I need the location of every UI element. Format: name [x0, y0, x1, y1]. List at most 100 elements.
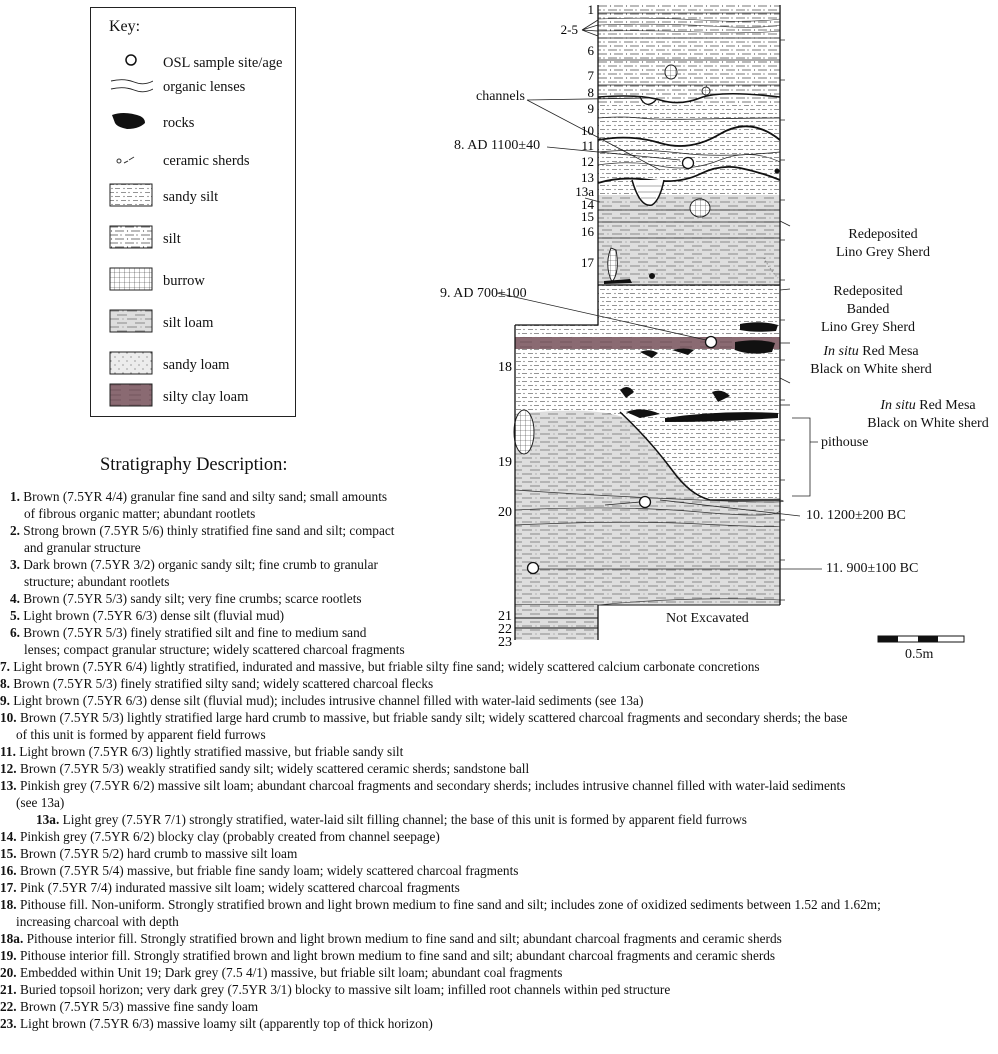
legend-item-rocks: rocks [91, 106, 297, 142]
stratigraphy-entry: 11. Light brown (7.5YR 6/3) lightly stra… [0, 743, 403, 760]
stratigraphy-entry: 23. Light brown (7.5YR 6/3) massive loam… [0, 1015, 433, 1032]
stratigraphy-entry: 21. Buried topsoil horizon; very dark gr… [0, 981, 670, 998]
entry-number: 13. [0, 778, 17, 793]
legend-item-osl: OSL sample site/age [91, 46, 297, 82]
entry-number: 17. [0, 880, 17, 895]
entry-text-continued: lenses; compact granular structure; wide… [24, 642, 405, 657]
osl-10-label: 10. 1200±200 BC [806, 508, 906, 523]
unit-label-9: 9 [588, 101, 595, 116]
unit-label-18: 18 [498, 360, 512, 375]
entry-number: 1. [10, 489, 20, 504]
legend-item-sandy-silt: sandy silt [91, 180, 297, 216]
stratigraphy-entry: 20. Embedded within Unit 19; Dark grey (… [0, 964, 562, 981]
unit-label-11: 11 [581, 138, 594, 153]
entry-number: 18a. [0, 931, 24, 946]
stratigraphy-entry: 2. Strong brown (7.5YR 5/6) thinly strat… [10, 522, 394, 556]
entry-text: Pithouse fill. Non-uniform. Strongly str… [16, 897, 881, 912]
osl-8-label: 8. AD 1100±40 [454, 138, 541, 153]
unit-label-14: 14 [581, 197, 595, 212]
legend-item-sandy-loam: sandy loam [91, 348, 297, 384]
legend-item-burrow: burrow [91, 264, 297, 300]
entry-number: 14. [0, 829, 17, 844]
stratigraphy-entry: 8. Brown (7.5YR 5/3) finely stratified s… [0, 675, 433, 692]
entry-text: Brown (7.5YR 5/3) finely stratified silt… [9, 676, 434, 691]
entry-number: 8. [0, 676, 10, 691]
unit-label-22: 22 [498, 622, 512, 637]
unit-label-16: 16 [581, 224, 595, 239]
stratigraphy-entry: 13a. Light grey (7.5YR 7/1) strongly str… [36, 811, 747, 828]
unit-label-7: 7 [588, 68, 595, 83]
stratigraphy-entry: 17. Pink (7.5YR 7/4) indurated massive s… [0, 879, 460, 896]
entry-text: Strong brown (7.5YR 5/6) thinly stratifi… [19, 523, 395, 538]
silty-clay-loam-pattern [109, 383, 153, 407]
stratigraphy-entry: 18. Pithouse fill. Non-uniform. Strongly… [0, 896, 881, 930]
entry-number: 13a. [36, 812, 60, 827]
redeposited-banded-lino-grey-label: Redeposited Banded Lino Grey Sherd [820, 284, 916, 335]
entry-number: 3. [10, 557, 20, 572]
entry-number: 7. [0, 659, 10, 674]
entry-text: Pinkish grey (7.5YR 6/2) massive silt lo… [16, 778, 846, 793]
stratigraphy-entry: 19. Pithouse interior fill. Strongly str… [0, 947, 775, 964]
entry-text: Brown (7.5YR 5/3) massive fine sandy loa… [16, 999, 259, 1014]
unit-label-12: 12 [581, 154, 594, 169]
entry-text: Pink (7.5YR 7/4) indurated massive silt … [16, 880, 460, 895]
unit-label-8: 8 [588, 85, 595, 100]
entry-text: Pinkish grey (7.5YR 6/2) blocky clay (pr… [16, 829, 440, 844]
scale-bar [877, 635, 965, 643]
unit-label-2-5: 2-5 [561, 22, 578, 37]
unit-label-21: 21 [498, 609, 512, 624]
stratigraphy-entry: 12. Brown (7.5YR 5/3) weakly stratified … [0, 760, 529, 777]
silt-loam-pattern [109, 309, 153, 333]
entry-text-continued: structure; abundant rootlets [24, 574, 170, 589]
entry-text: Buried topsoil horizon; very dark grey (… [16, 982, 671, 997]
silt-pattern [109, 225, 153, 249]
unit-label-13: 13 [581, 170, 594, 185]
unit-label-20: 20 [498, 505, 512, 520]
stratigraphy-entry: 16. Brown (7.5YR 5/4) massive, but friab… [0, 862, 518, 879]
stratigraphy-entry: 10. Brown (7.5YR 5/3) lightly stratified… [0, 709, 848, 743]
wave-lines-icon [110, 79, 153, 93]
entry-text: Brown (7.5YR 5/3) weakly stratified sand… [16, 761, 530, 776]
unit-label-1: 1 [588, 2, 595, 17]
osl-11-label: 11. 900±100 BC [826, 561, 919, 576]
entry-text-continued: of fibrous organic matter; abundant root… [24, 506, 256, 521]
entry-text: Brown (7.5YR 5/3) lightly stratified lar… [16, 710, 848, 725]
entry-number: 22. [0, 999, 17, 1014]
in-situ-red-mesa-label-1: In situ Red Mesa Black on White sherd [810, 344, 932, 377]
legend-box: Key: OSL sample site/age organic lenses … [90, 7, 296, 417]
entry-number: 5. [10, 608, 20, 623]
unit-label-10: 10 [581, 123, 594, 138]
entry-text-continued: of this unit is formed by apparent field… [16, 727, 266, 742]
entry-number: 15. [0, 846, 17, 861]
entry-text-continued: (see 13a) [16, 795, 65, 810]
stratigraphy-entry: 9. Light brown (7.5YR 6/3) dense silt (f… [0, 692, 643, 709]
depth-ticks [780, 39, 785, 601]
legend-item-silty-clay-loam: silty clay loam [91, 380, 297, 416]
entry-text: Brown (7.5YR 5/2) hard crumb to massive … [16, 846, 298, 861]
entry-text: Pithouse interior fill. Strongly stratif… [23, 931, 782, 946]
entry-text-continued: and granular structure [24, 540, 141, 555]
entry-number: 19. [0, 948, 17, 963]
entry-text: Embedded within Unit 19; Dark grey (7.5 … [16, 965, 563, 980]
entry-number: 12. [0, 761, 17, 776]
stratigraphy-entry: 3. Dark brown (7.5YR 3/2) organic sandy … [10, 556, 378, 590]
entry-number: 6. [10, 625, 20, 640]
entry-text: Light grey (7.5YR 7/1) strongly stratifi… [59, 812, 747, 827]
entry-number: 23. [0, 1016, 17, 1031]
entry-text-continued: increasing charcoal with depth [16, 914, 179, 929]
entry-text: Light brown (7.5YR 6/3) dense silt (fluv… [19, 608, 285, 623]
sandy-silt-pattern [109, 183, 153, 207]
entry-text: Light brown (7.5YR 6/3) massive loamy si… [16, 1016, 433, 1031]
unit-label-23: 23 [498, 635, 512, 650]
not-excavated-label: Not Excavated [666, 611, 749, 626]
stratigraphy-entry: 5. Light brown (7.5YR 6/3) dense silt (f… [10, 607, 284, 624]
stratigraphy-entry: 6. Brown (7.5YR 5/3) finely stratified s… [10, 624, 405, 658]
unit-label-17: 17 [581, 255, 595, 270]
osl-9-label: 9. AD 700±100 [440, 286, 527, 301]
rock-icon [112, 113, 145, 129]
entry-text: Light brown (7.5YR 6/3) lightly stratifi… [15, 744, 404, 759]
stratigraphy-entry: 1. Brown (7.5YR 4/4) granular fine sand … [10, 488, 387, 522]
stratigraphy-entry: 15. Brown (7.5YR 5/2) hard crumb to mass… [0, 845, 297, 862]
burrow-pattern [109, 267, 153, 291]
